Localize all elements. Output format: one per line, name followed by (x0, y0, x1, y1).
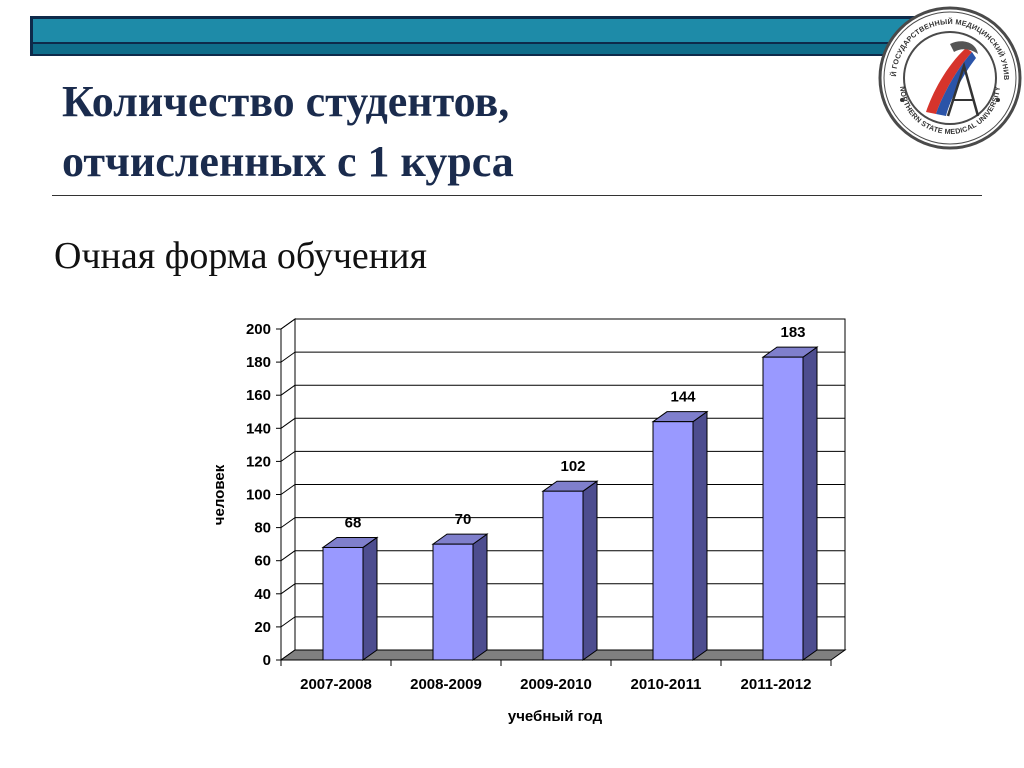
bar-front (542, 490, 584, 661)
gridline-depth (280, 484, 296, 495)
bar (321, 536, 379, 661)
x-tick-label: 2008-2009 (410, 676, 482, 693)
bar (541, 480, 599, 661)
title-divider (52, 195, 982, 196)
gridline-depth (280, 583, 296, 595)
bar-front (432, 543, 474, 661)
bar (651, 410, 709, 661)
bar-side (582, 480, 598, 661)
slide-title-line-1: Количество студентов, (62, 77, 510, 126)
bar-front (762, 356, 804, 661)
y-tick-label: 80 (254, 520, 271, 537)
gridline-depth (280, 417, 296, 429)
y-axis-label: человек (211, 464, 228, 525)
bar-side (802, 346, 818, 661)
bar-data-label: 102 (560, 458, 585, 475)
gridline-depth (280, 318, 296, 330)
x-tick-label: 2009-2010 (520, 676, 592, 693)
x-tick-label: 2011-2012 (741, 676, 812, 693)
y-tick-label: 100 (246, 487, 271, 504)
chart-bars (321, 346, 819, 661)
bar-data-label: 183 (780, 324, 805, 341)
slide-title-line-2: отчисленных с 1 курса (62, 137, 514, 186)
y-tick-label: 160 (246, 387, 271, 404)
bar-side (362, 536, 378, 661)
bar-side (472, 533, 488, 661)
x-tick-label: 2007-2008 (300, 676, 372, 693)
chart-labels: 0 20 40 60 80 100 120 140 160 180 200 68 2007-2008 70… (246, 321, 811, 693)
slide-subtitle: Очная форма обучения (54, 235, 427, 277)
slide-title: Количество студентов, отчисленных с 1 ку… (62, 72, 822, 192)
gridline-depth (280, 517, 296, 529)
x-tick-label: 2010-2011 (631, 676, 702, 693)
header-band-stripe (33, 42, 969, 54)
y-tick-label: 140 (246, 420, 271, 437)
seal-emblem (926, 41, 980, 117)
bar-data-label: 144 (670, 389, 696, 406)
y-tick-label: 180 (246, 354, 271, 371)
gridline-depth (280, 384, 296, 396)
bar-front (652, 421, 694, 661)
gridline-depth (280, 616, 296, 628)
bar (761, 346, 819, 661)
bar-data-label: 70 (455, 511, 472, 528)
y-tick-label: 120 (246, 453, 271, 470)
y-tick-label: 20 (254, 619, 271, 636)
y-tick-label: 0 (263, 652, 271, 669)
y-tick-label: 60 (254, 553, 271, 570)
x-axis-label: учебный год (508, 708, 603, 725)
bar-side (692, 410, 708, 661)
bar (431, 533, 489, 661)
bar-front (322, 546, 364, 661)
header-band (30, 16, 972, 56)
y-tick-label: 200 (246, 321, 271, 338)
y-tick-label: 40 (254, 586, 271, 603)
gridline-depth (280, 351, 296, 363)
bar-data-label: 68 (345, 514, 362, 531)
gridline-depth (280, 450, 296, 462)
university-seal-logo: СЕВЕРНЫЙ ГОСУДАРСТВЕННЫЙ МЕДИЦИНСКИЙ УНИ… (876, 4, 1022, 150)
gridline-depth (280, 550, 296, 562)
